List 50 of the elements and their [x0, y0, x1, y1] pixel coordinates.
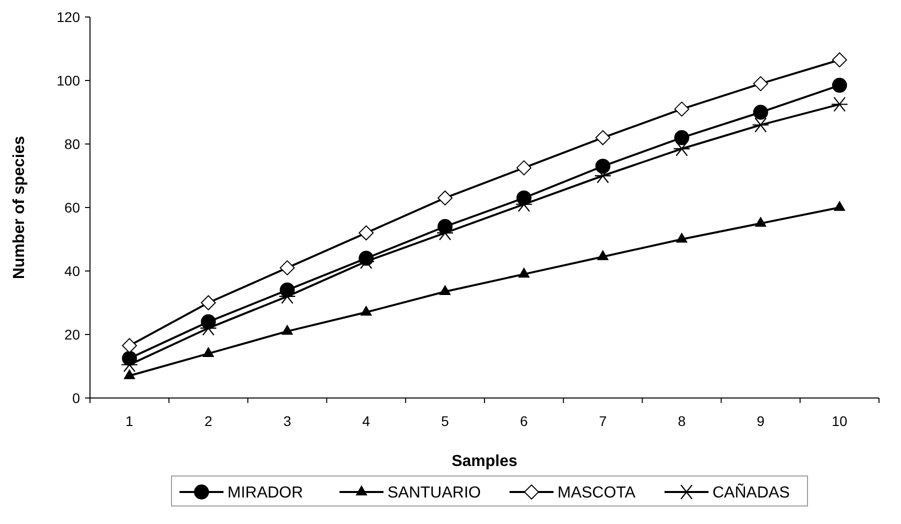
y-tick-label: 120	[56, 8, 80, 25]
x-tick-label: 7	[598, 413, 607, 429]
x-tick-label: 5	[441, 413, 450, 429]
point	[360, 305, 372, 316]
point	[358, 225, 374, 240]
y-tick-label: 60	[64, 199, 80, 216]
y-tick-label: 100	[56, 72, 80, 88]
point	[752, 117, 770, 133]
x-tick-label: 6	[520, 413, 528, 429]
point	[754, 216, 767, 227]
point	[516, 160, 532, 176]
point	[595, 158, 610, 174]
point	[834, 200, 846, 211]
x-tick-label: 3	[283, 413, 292, 429]
x-tick-label: 10	[832, 413, 848, 429]
x-tick-label: 2	[204, 413, 212, 429]
point	[673, 141, 690, 156]
y-tick-label: 0	[72, 390, 80, 406]
y-tick-label: 80	[64, 136, 80, 152]
x-tick-label: 9	[756, 413, 765, 429]
point	[753, 76, 768, 92]
x-tick-label: 4	[362, 413, 370, 429]
point	[595, 130, 610, 146]
point	[122, 338, 137, 354]
point	[832, 78, 848, 93]
point	[676, 232, 688, 243]
point	[439, 284, 451, 296]
legend-label: MIRADOR	[228, 484, 304, 502]
point	[280, 260, 295, 276]
point	[518, 267, 530, 278]
point	[753, 104, 768, 120]
x-tick-label: 8	[678, 413, 686, 429]
point	[200, 295, 216, 310]
point	[438, 190, 453, 206]
point	[674, 102, 690, 117]
point	[674, 130, 690, 146]
point	[596, 250, 609, 260]
legend-label: SANTUARIO	[388, 484, 481, 502]
y-axis-title: Number of species	[11, 136, 28, 280]
y-tick-label: 20	[64, 326, 80, 342]
legend-label: CAÑADAS	[712, 482, 790, 502]
x-tick-label: 1	[126, 413, 134, 429]
point	[281, 324, 294, 335]
point	[830, 96, 848, 112]
point	[832, 52, 848, 68]
point	[124, 368, 136, 380]
x-axis-title: Samples	[452, 453, 518, 470]
point	[202, 346, 214, 357]
legend-label: MASCOTA	[558, 484, 636, 502]
y-tick-label: 40	[64, 262, 80, 279]
